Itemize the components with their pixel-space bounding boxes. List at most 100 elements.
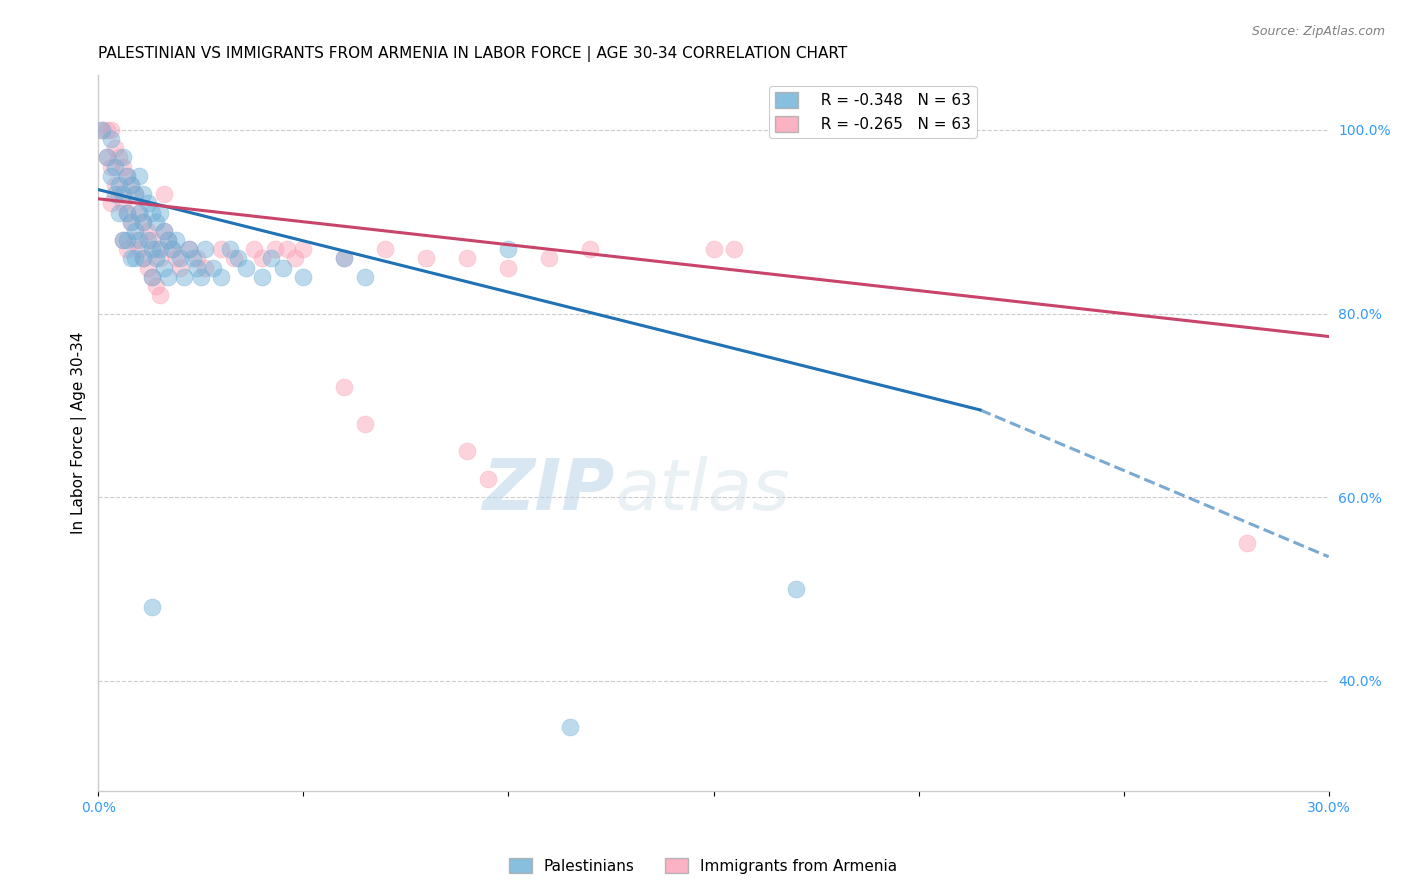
Point — [252, 252, 274, 266]
Point — [141, 269, 163, 284]
Point — [252, 269, 274, 284]
Point — [141, 600, 163, 615]
Legend:   R = -0.348   N = 63,   R = -0.265   N = 63: R = -0.348 N = 63, R = -0.265 N = 63 — [769, 87, 977, 138]
Point — [284, 252, 307, 266]
Point — [145, 252, 167, 266]
Point — [124, 233, 146, 247]
Point — [104, 178, 127, 192]
Point — [157, 233, 180, 247]
Point — [226, 252, 249, 266]
Point — [153, 187, 176, 202]
Text: ZIP: ZIP — [482, 456, 614, 524]
Point — [702, 242, 724, 256]
Point — [124, 187, 146, 202]
Point — [498, 260, 520, 275]
Point — [141, 205, 163, 219]
Point — [1236, 536, 1258, 550]
Point — [160, 242, 183, 256]
Point — [354, 269, 377, 284]
Point — [271, 260, 294, 275]
Point — [177, 242, 200, 256]
Point — [374, 242, 396, 256]
Point — [169, 252, 191, 266]
Point — [145, 215, 167, 229]
Point — [149, 252, 172, 266]
Point — [108, 187, 131, 202]
Point — [91, 123, 114, 137]
Legend: Palestinians, Immigrants from Armenia: Palestinians, Immigrants from Armenia — [502, 852, 904, 880]
Point — [120, 178, 142, 192]
Point — [111, 187, 134, 202]
Point — [157, 233, 180, 247]
Point — [194, 260, 217, 275]
Point — [115, 233, 138, 247]
Point — [456, 444, 478, 458]
Point — [120, 178, 142, 192]
Point — [115, 169, 138, 183]
Point — [723, 242, 745, 256]
Point — [785, 582, 807, 596]
Point — [136, 260, 159, 275]
Point — [145, 279, 167, 293]
Point — [124, 187, 146, 202]
Point — [96, 151, 118, 165]
Point — [235, 260, 257, 275]
Point — [209, 269, 232, 284]
Point — [128, 205, 150, 219]
Point — [136, 196, 159, 211]
Point — [132, 187, 155, 202]
Point — [165, 252, 187, 266]
Point — [111, 151, 134, 165]
Point — [292, 269, 315, 284]
Point — [186, 252, 208, 266]
Point — [136, 224, 159, 238]
Point — [276, 242, 298, 256]
Point — [259, 252, 281, 266]
Point — [104, 141, 127, 155]
Point — [115, 169, 138, 183]
Point — [120, 215, 142, 229]
Point — [498, 242, 520, 256]
Point — [141, 269, 163, 284]
Point — [354, 417, 377, 431]
Point — [141, 233, 163, 247]
Point — [149, 205, 172, 219]
Text: Source: ZipAtlas.com: Source: ZipAtlas.com — [1251, 25, 1385, 38]
Point — [149, 288, 172, 302]
Point — [415, 252, 437, 266]
Point — [124, 224, 146, 238]
Point — [177, 242, 200, 256]
Point — [173, 269, 195, 284]
Point — [100, 169, 122, 183]
Point — [477, 472, 499, 486]
Point — [128, 233, 150, 247]
Point — [333, 380, 356, 394]
Point — [132, 215, 155, 229]
Point — [263, 242, 285, 256]
Point — [160, 242, 183, 256]
Point — [190, 269, 212, 284]
Point — [145, 242, 167, 256]
Point — [153, 260, 176, 275]
Point — [456, 252, 478, 266]
Point — [111, 160, 134, 174]
Point — [538, 252, 561, 266]
Point — [243, 242, 266, 256]
Point — [128, 205, 150, 219]
Point — [100, 123, 122, 137]
Text: atlas: atlas — [614, 456, 790, 524]
Point — [132, 252, 155, 266]
Point — [169, 260, 191, 275]
Point — [108, 151, 131, 165]
Point — [128, 242, 150, 256]
Point — [111, 233, 134, 247]
Point — [124, 252, 146, 266]
Point — [141, 242, 163, 256]
Point — [120, 215, 142, 229]
Point — [104, 160, 127, 174]
Point — [209, 242, 232, 256]
Point — [186, 260, 208, 275]
Point — [96, 151, 118, 165]
Point — [128, 169, 150, 183]
Point — [100, 196, 122, 211]
